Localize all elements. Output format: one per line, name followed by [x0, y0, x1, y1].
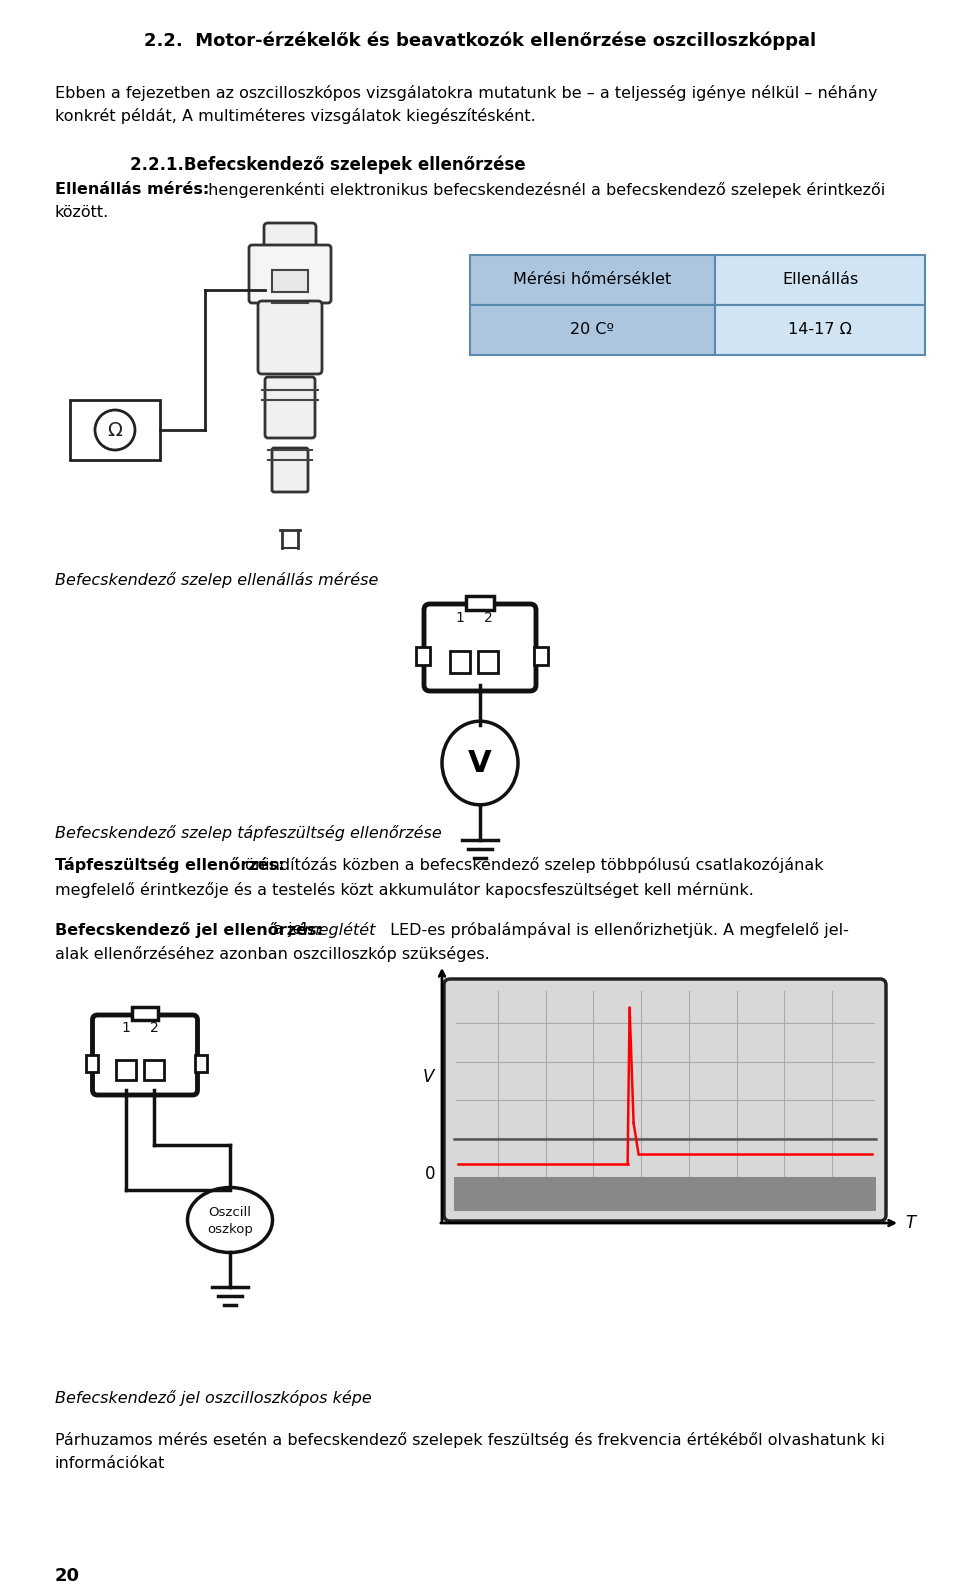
Bar	[478, 651, 498, 674]
Bar	[450, 651, 470, 674]
Text: meglétét: meglétét	[303, 922, 375, 938]
Text: Befecskendező szelep ellenállás mérése: Befecskendező szelep ellenállás mérése	[55, 571, 378, 587]
Text: 2: 2	[484, 611, 492, 626]
Text: oszkop: oszkop	[207, 1223, 252, 1235]
Bar	[116, 1060, 136, 1080]
FancyBboxPatch shape	[444, 978, 886, 1221]
Text: V: V	[468, 749, 492, 777]
Text: 20: 20	[55, 1567, 80, 1585]
Bar	[416, 646, 430, 666]
Circle shape	[95, 410, 135, 450]
Text: Ebben a fejezetben az oszcilloszkópos vizsgálatokra mutatunk be – a teljesség ig: Ebben a fejezetben az oszcilloszkópos vi…	[55, 85, 877, 101]
Text: Ω: Ω	[108, 420, 123, 439]
FancyBboxPatch shape	[265, 377, 315, 437]
Bar	[534, 646, 548, 666]
Text: információkat: információkat	[55, 1456, 165, 1472]
Text: 1: 1	[122, 1021, 131, 1034]
Text: Párhuzamos mérés esetén a befecskendező szelepek feszültség és frekvencia értéké: Párhuzamos mérés esetén a befecskendező …	[55, 1432, 885, 1448]
Text: Befecskendező szelep tápfeszültség ellenőrzése: Befecskendező szelep tápfeszültség ellen…	[55, 825, 442, 841]
Bar	[272, 270, 308, 292]
Text: között.: között.	[55, 204, 109, 220]
Text: Oszcill: Oszcill	[208, 1205, 252, 1218]
Text: 2.2.  Motor-érzékelők és beavatkozók ellenőrzése oszcilloszkóppal: 2.2. Motor-érzékelők és beavatkozók elle…	[144, 32, 816, 51]
Text: Tápfeszültség ellenőrzés:: Tápfeszültség ellenőrzés:	[55, 857, 284, 873]
Bar	[470, 255, 715, 305]
Bar	[70, 401, 160, 460]
Text: Ellenállás: Ellenállás	[781, 273, 858, 287]
Bar	[454, 1176, 876, 1211]
Text: LED-es próbalámpával is ellenőrizhetjük. A megfelelő jel-: LED-es próbalámpával is ellenőrizhetjük.…	[385, 922, 849, 938]
Text: Befecskendező jel oszcilloszkópos képe: Befecskendező jel oszcilloszkópos képe	[55, 1390, 372, 1406]
Text: 1: 1	[456, 611, 465, 626]
FancyBboxPatch shape	[249, 246, 331, 303]
Bar	[195, 1055, 206, 1073]
Text: a jel: a jel	[268, 922, 312, 937]
Text: konkrét példát, A multiméteres vizsgálatok kiegészítésként.: konkrét példát, A multiméteres vizsgálat…	[55, 109, 536, 124]
Text: 20 Cº: 20 Cº	[570, 322, 614, 337]
FancyBboxPatch shape	[424, 603, 536, 691]
Ellipse shape	[442, 721, 518, 804]
Text: alak ellenőrzéséhez azonban oszcilloszkóp szükséges.: alak ellenőrzéséhez azonban oszcilloszkó…	[55, 946, 490, 962]
Bar	[144, 1060, 164, 1080]
Text: 2: 2	[150, 1021, 158, 1034]
Bar	[470, 305, 715, 354]
Text: Mérési hőmérséklet: Mérési hőmérséklet	[514, 273, 672, 287]
Text: 14-17 Ω: 14-17 Ω	[788, 322, 852, 337]
Bar	[132, 1007, 158, 1020]
FancyBboxPatch shape	[272, 448, 308, 492]
Bar	[715, 305, 925, 354]
Text: önindítózás közben a befecskendező szelep többpólusú csatlakozójának: önindítózás közben a befecskendező szele…	[240, 857, 824, 873]
Text: megfelelő érintkezője és a testelés közt akkumulátor kapocsfeszültséget kell mér: megfelelő érintkezője és a testelés közt…	[55, 883, 754, 899]
Bar	[85, 1055, 98, 1073]
Bar	[715, 255, 925, 305]
Text: 2.2.1.Befecskendező szelepek ellenőrzése: 2.2.1.Befecskendező szelepek ellenőrzése	[130, 155, 526, 174]
FancyBboxPatch shape	[258, 302, 322, 373]
Text: Ellenállás mérés:: Ellenállás mérés:	[55, 182, 209, 196]
Text: V: V	[422, 1068, 434, 1085]
Text: T: T	[905, 1215, 915, 1232]
Ellipse shape	[187, 1187, 273, 1253]
FancyBboxPatch shape	[264, 223, 316, 259]
Bar	[466, 595, 494, 610]
Text: 0: 0	[424, 1165, 435, 1183]
Text: hengerenkénti elektronikus befecskendezésnél a befecskendező szelepek érintkezői: hengerenkénti elektronikus befecskendezé…	[203, 182, 885, 198]
Text: Befecskendező jel ellenőrzés:: Befecskendező jel ellenőrzés:	[55, 922, 323, 938]
FancyBboxPatch shape	[92, 1015, 198, 1095]
